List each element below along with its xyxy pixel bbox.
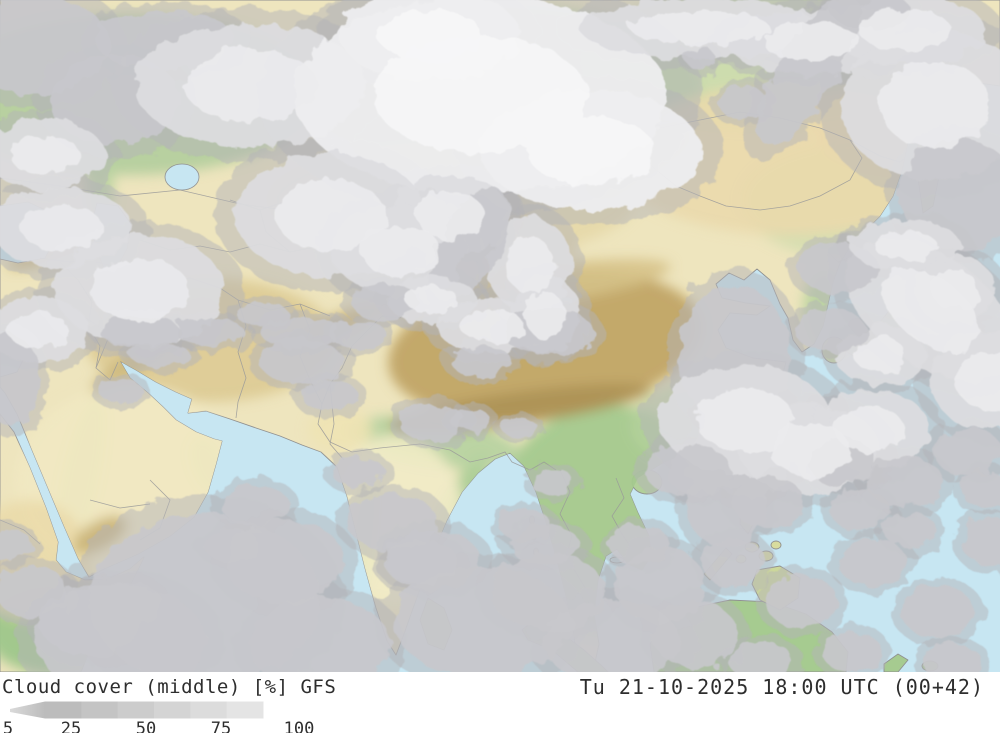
- weather-map: [0, 0, 1000, 709]
- legend-segment: [117, 701, 155, 719]
- legend-segment: [226, 701, 264, 719]
- legend-segment: [45, 701, 82, 719]
- legend-segment: [81, 701, 119, 719]
- legend-tick: 50: [135, 719, 157, 733]
- cloud-layer: [0, 0, 1000, 709]
- legend-segment: [154, 701, 191, 719]
- legend-tick: 25: [60, 719, 82, 733]
- map-title: Cloud cover (middle) [%] GFS: [2, 676, 337, 698]
- legend-tick: 5: [2, 719, 14, 733]
- map-datetime: Tu 21-10-2025 18:00 UTC (00+42): [579, 675, 984, 699]
- legend-colorbar: [10, 701, 264, 719]
- legend-segment: [190, 701, 228, 719]
- legend-tick: 100: [283, 719, 315, 733]
- cloud-cover-legend: 5 25 50 75 100: [0, 700, 340, 733]
- legend-tick: 75: [210, 719, 232, 733]
- map-footer: Cloud cover (middle) [%] GFS Tu 21-10-20…: [0, 672, 1000, 733]
- map-area: [0, 0, 1000, 709]
- legend-tail: [10, 701, 45, 719]
